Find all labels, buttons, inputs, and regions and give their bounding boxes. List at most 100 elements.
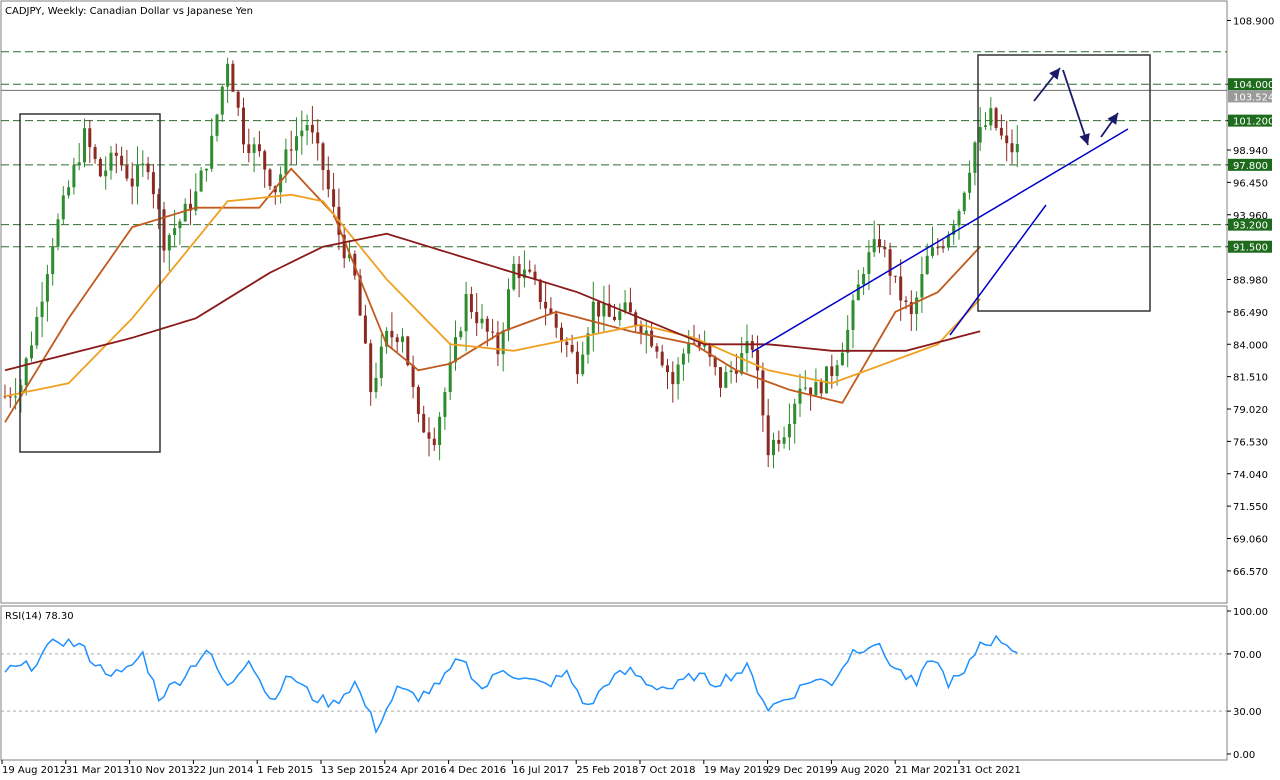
candle (978, 107, 982, 151)
candle (1005, 120, 1009, 162)
candle (581, 341, 585, 377)
candle (931, 226, 934, 259)
candle (326, 156, 330, 198)
candle (215, 113, 219, 142)
candle-body (157, 194, 161, 210)
candle-body (766, 415, 770, 456)
candle (109, 145, 113, 180)
candle (989, 97, 993, 131)
candle-body (904, 300, 908, 303)
candle (459, 326, 463, 340)
candle (98, 157, 102, 178)
candle-body (878, 239, 881, 247)
candle (745, 324, 749, 373)
time-tick-label: 7 Oct 2018 (640, 765, 695, 776)
candle (862, 267, 866, 295)
time-tick-label: 25 Feb 2018 (576, 765, 638, 776)
candle (533, 264, 537, 285)
candle-body (819, 382, 823, 394)
candle (750, 334, 754, 358)
level-price-label: 104.000 (1233, 80, 1274, 91)
candle (321, 141, 325, 191)
candle (660, 344, 664, 368)
candle-body (1005, 135, 1009, 144)
candle (157, 188, 161, 230)
candle-body (734, 370, 738, 374)
candle-body (846, 329, 850, 353)
level-price-tag (1228, 158, 1272, 171)
rsi-panel-frame (0, 605, 1228, 761)
candle (151, 163, 155, 209)
candle-body (787, 423, 791, 438)
candle-body (3, 396, 7, 398)
candle (210, 118, 214, 172)
candle (247, 128, 251, 163)
candle-body (469, 294, 473, 313)
candle (724, 365, 728, 389)
candle (379, 334, 383, 387)
candle (448, 342, 452, 401)
candle (279, 166, 283, 204)
candle-body (284, 149, 288, 175)
candle-body (114, 152, 118, 156)
candle-body (326, 169, 330, 190)
candle-body (899, 276, 903, 301)
candle-body (708, 344, 712, 357)
candle-body (109, 152, 113, 171)
candle-body (703, 344, 707, 347)
candle-body (72, 165, 76, 188)
candle-body (915, 297, 919, 315)
candle (761, 362, 765, 432)
candle (946, 231, 950, 251)
level-price-tag (1228, 114, 1272, 127)
candle-body (151, 172, 155, 195)
candle-body (522, 269, 526, 279)
candle-body (342, 234, 346, 259)
time-tick-label: 31 Mar 2013 (66, 765, 129, 776)
time-tick-label: 21 Mar 2021 (895, 765, 958, 776)
candle-body (279, 174, 283, 193)
price-tick-label: 79.020 (1233, 405, 1268, 416)
candle-body (93, 147, 97, 160)
candle-body (512, 263, 516, 290)
time-tick-label: 10 Nov 2013 (130, 765, 194, 776)
rsi-label: RSI(14) 78.30 (5, 611, 74, 622)
candle (120, 146, 124, 171)
candle-body (459, 331, 463, 338)
candle-body (475, 312, 479, 324)
candle-body (183, 203, 187, 222)
time-tick-label: 13 Sep 2015 (321, 765, 384, 776)
candle (787, 403, 791, 451)
candle-body (666, 365, 669, 373)
candle (856, 269, 860, 301)
candle-body (984, 125, 987, 127)
candle (618, 303, 622, 327)
time-tick-label: 4 Dec 2016 (449, 765, 507, 776)
candle (369, 339, 373, 406)
candle-body (88, 128, 92, 148)
candle (671, 361, 675, 403)
candle (681, 348, 685, 381)
candle-body (973, 142, 977, 173)
candle (51, 237, 55, 286)
candle-body (24, 358, 28, 386)
candle-body (946, 234, 950, 248)
rsi-line (4, 634, 1018, 735)
candle (544, 281, 548, 326)
candle-body (989, 108, 993, 126)
candle-body (257, 144, 261, 152)
candle-body (189, 203, 192, 211)
candle (846, 315, 850, 368)
price-tick-label: 86.490 (1233, 308, 1268, 319)
candle (575, 341, 579, 384)
candle-body (178, 221, 182, 229)
candle-body (390, 330, 394, 338)
candle (607, 284, 611, 318)
candle-body (560, 327, 563, 342)
candle (538, 278, 542, 310)
candle-body (1010, 143, 1014, 153)
candle-body (374, 377, 378, 393)
candle (395, 333, 399, 353)
candle-body (204, 168, 208, 171)
